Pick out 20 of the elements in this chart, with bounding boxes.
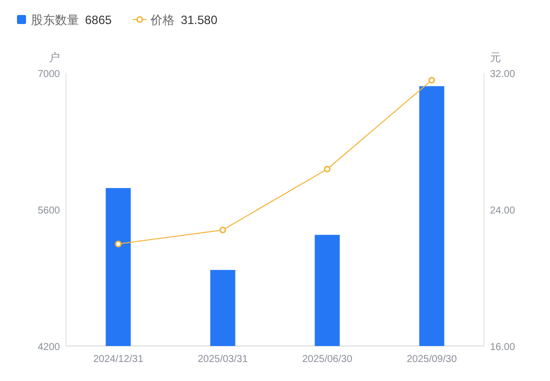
x-tick-label: 2025/06/30: [302, 354, 353, 365]
y-axis-title: 户: [49, 51, 60, 64]
text: 6865: [85, 13, 112, 27]
legend-label: 价格: [150, 13, 175, 27]
text: 31.580: [180, 13, 218, 27]
y-tick-label: 7000: [38, 69, 60, 80]
y-tick-label: 4200: [38, 342, 60, 353]
y-tick-label: 5600: [38, 206, 60, 216]
y2-tick-label: 32.00: [490, 69, 516, 80]
x-tick-label: 2024/12/31: [93, 354, 144, 365]
point: [219, 226, 226, 234]
point: [324, 166, 331, 172]
y2-tick-label: 24.00: [490, 206, 516, 216]
point: [114, 240, 122, 248]
point: [428, 76, 436, 84]
x-tick-label: 2025/03/31: [198, 354, 248, 365]
legend-label: 股东数量: [31, 13, 79, 27]
y2-axis-title: 元: [490, 52, 501, 64]
x-tick-label: 2025/09/30: [406, 354, 458, 365]
y2-tick-label: 16.00: [490, 342, 516, 353]
